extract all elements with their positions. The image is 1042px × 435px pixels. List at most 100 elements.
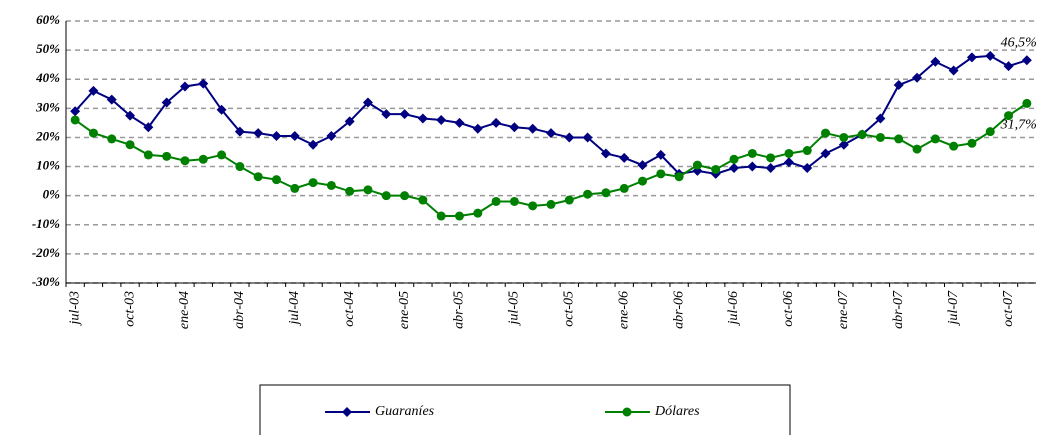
point: [637, 160, 648, 171]
point: [893, 80, 904, 91]
point: [290, 183, 300, 193]
point: [601, 188, 611, 198]
point: [454, 211, 464, 221]
point: [271, 175, 281, 185]
point: [88, 85, 99, 96]
point: [216, 104, 227, 115]
point: [253, 128, 264, 139]
point: [967, 138, 977, 148]
x-tick-label: jul-04: [287, 291, 302, 326]
point: [546, 128, 556, 139]
legend-box: [259, 384, 791, 435]
x-tick-label: jul-06: [726, 291, 741, 326]
y-tick-label: 10%: [36, 158, 60, 173]
point: [326, 180, 336, 190]
point: [1004, 111, 1014, 121]
point: [638, 176, 648, 186]
legend-marker: [342, 407, 352, 417]
x-tick-label: ene-06: [616, 291, 631, 329]
legend-marker: [622, 407, 632, 417]
point: [1022, 98, 1032, 108]
point: [143, 122, 154, 133]
point: [70, 115, 80, 125]
x-tick-label: oct-06: [781, 291, 796, 327]
x-tick-label: jul-03: [67, 291, 82, 326]
legend-label: Dólares: [654, 404, 700, 419]
point: [583, 189, 593, 199]
point: [839, 132, 849, 142]
x-tick-label: oct-05: [562, 291, 577, 327]
point: [143, 150, 153, 160]
point: [747, 148, 757, 158]
point: [363, 185, 373, 195]
point: [308, 178, 318, 188]
point: [491, 117, 502, 128]
point: [106, 94, 117, 105]
point: [600, 148, 611, 159]
point: [966, 52, 977, 63]
point: [125, 110, 136, 121]
point: [765, 163, 776, 174]
point: [857, 130, 867, 140]
point: [326, 130, 337, 141]
y-tick-label: -20%: [32, 245, 60, 260]
point: [912, 144, 922, 154]
point: [473, 208, 483, 218]
x-tick-label: jul-07: [946, 290, 961, 326]
point: [802, 163, 813, 174]
point: [784, 148, 794, 158]
point: [509, 122, 520, 133]
point: [564, 195, 574, 205]
point: [802, 146, 812, 156]
point: [235, 162, 245, 172]
point: [930, 134, 940, 144]
point: [344, 116, 355, 127]
point: [875, 113, 886, 124]
y-tick-label: 20%: [35, 128, 60, 143]
point: [417, 113, 428, 124]
y-tick-label: 30%: [35, 99, 60, 114]
point: [729, 163, 740, 174]
y-tick-label: 0%: [43, 187, 61, 202]
series-line: [74, 102, 1028, 218]
point: [107, 134, 117, 144]
point: [253, 172, 263, 182]
point: [527, 123, 538, 134]
point: [894, 134, 904, 144]
point: [234, 126, 245, 137]
point: [161, 97, 172, 108]
x-tick-label: abr-06: [671, 291, 686, 329]
point: [418, 195, 428, 205]
point: [289, 130, 300, 141]
point: [619, 183, 629, 193]
point: [454, 117, 465, 128]
point: [949, 141, 959, 151]
point: [198, 78, 209, 89]
point: [180, 156, 190, 166]
x-tick-label: jul-05: [507, 291, 522, 326]
y-tick-label: -30%: [32, 274, 60, 289]
point: [271, 130, 282, 141]
x-tick-label: abr-07: [891, 290, 906, 329]
x-tick-label: ene-04: [177, 291, 192, 329]
point: [930, 56, 941, 67]
point: [70, 106, 81, 117]
x-tick-label: oct-04: [342, 291, 357, 327]
point: [509, 196, 519, 206]
point: [308, 139, 319, 150]
point: [985, 127, 995, 137]
x-tick-label: abr-05: [452, 291, 467, 329]
point: [381, 109, 392, 120]
point: [747, 161, 758, 172]
x-tick-label: oct-03: [122, 291, 137, 327]
point: [729, 154, 739, 164]
point: [528, 201, 538, 211]
point: [656, 169, 666, 179]
point: [88, 128, 98, 138]
point: [1003, 61, 1014, 72]
point: [820, 148, 831, 159]
y-tick-label: 40%: [35, 70, 60, 85]
y-tick-label: -10%: [32, 216, 60, 231]
point: [362, 97, 373, 108]
point: [162, 151, 172, 161]
